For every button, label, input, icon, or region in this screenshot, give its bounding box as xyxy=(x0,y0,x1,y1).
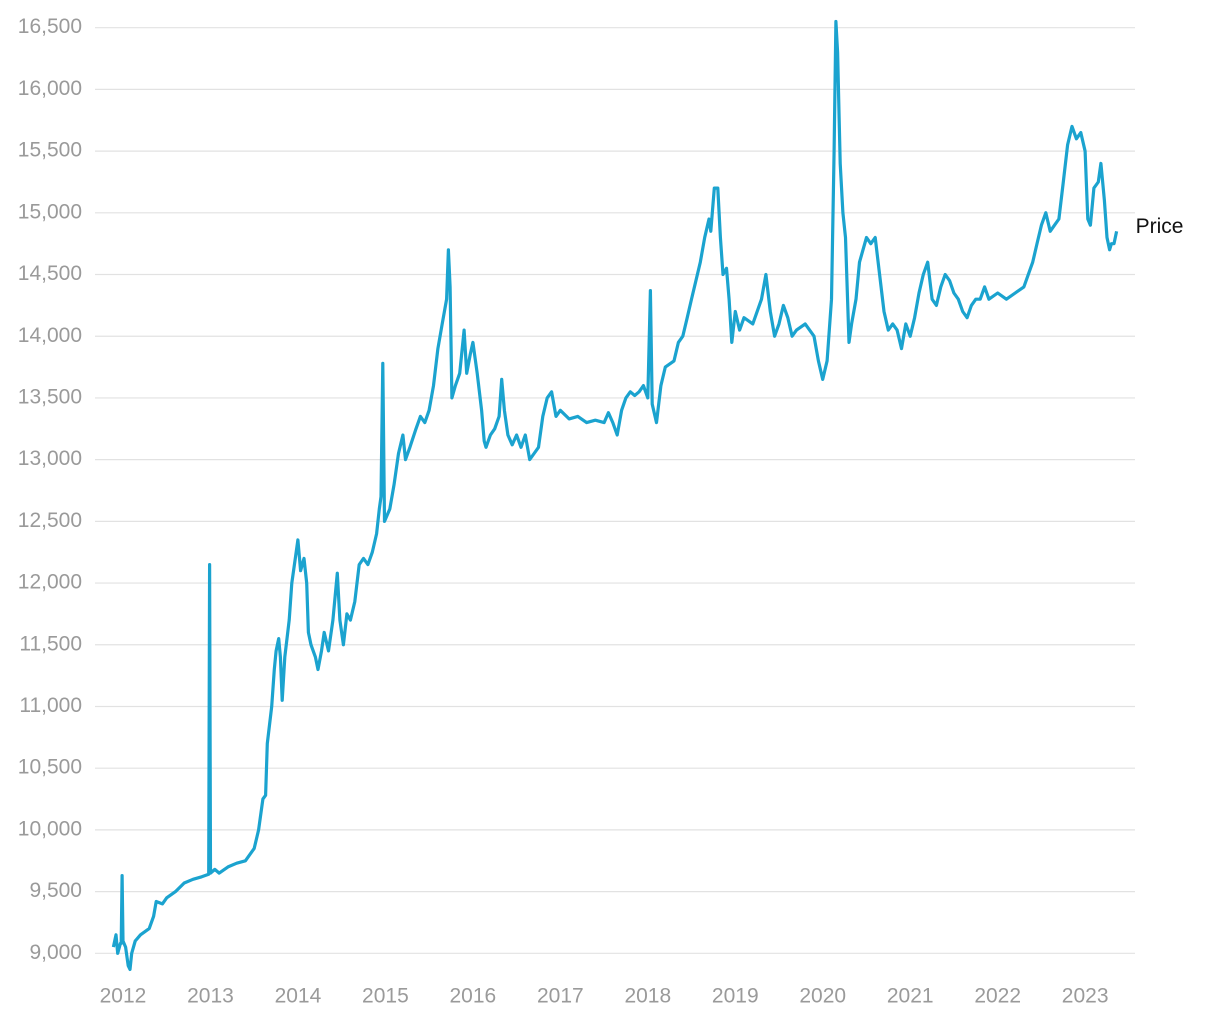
x-tick-label: 2020 xyxy=(799,985,846,1008)
y-tick-label: 12,500 xyxy=(18,509,82,532)
y-tick-label: 10,500 xyxy=(18,756,82,779)
y-tick-label: 15,000 xyxy=(18,200,82,223)
x-tick-label: 2023 xyxy=(1062,985,1109,1008)
y-tick-label: 14,000 xyxy=(18,324,82,347)
x-tick-label: 2016 xyxy=(450,985,497,1008)
y-tick-label: 15,500 xyxy=(18,139,82,162)
y-tick-label: 9,000 xyxy=(29,941,82,964)
y-tick-label: 12,000 xyxy=(18,571,82,594)
y-tick-label: 16,500 xyxy=(18,15,82,38)
price-line xyxy=(111,19,1119,971)
y-tick-label: 11,000 xyxy=(19,694,82,717)
x-tick-label: 2021 xyxy=(887,985,934,1008)
x-tick-label: 2017 xyxy=(537,985,584,1008)
y-tick-label: 14,500 xyxy=(18,262,82,285)
y-tick-label: 13,000 xyxy=(18,447,82,470)
x-tick-label: 2018 xyxy=(624,985,671,1008)
x-tick-label: 2013 xyxy=(187,985,234,1008)
x-tick-label: 2015 xyxy=(362,985,409,1008)
x-tick-label: 2022 xyxy=(974,985,1021,1008)
series-label: Price xyxy=(1136,215,1184,238)
x-tick-label: 2014 xyxy=(275,985,322,1008)
x-tick-label: 2019 xyxy=(712,985,759,1008)
y-tick-label: 10,000 xyxy=(18,817,82,840)
x-tick-label: 2012 xyxy=(100,985,147,1008)
y-tick-label: 9,500 xyxy=(29,879,82,902)
y-tick-label: 13,500 xyxy=(18,385,82,408)
y-tick-label: 16,000 xyxy=(18,77,82,100)
y-tick-label: 11,500 xyxy=(19,632,82,655)
